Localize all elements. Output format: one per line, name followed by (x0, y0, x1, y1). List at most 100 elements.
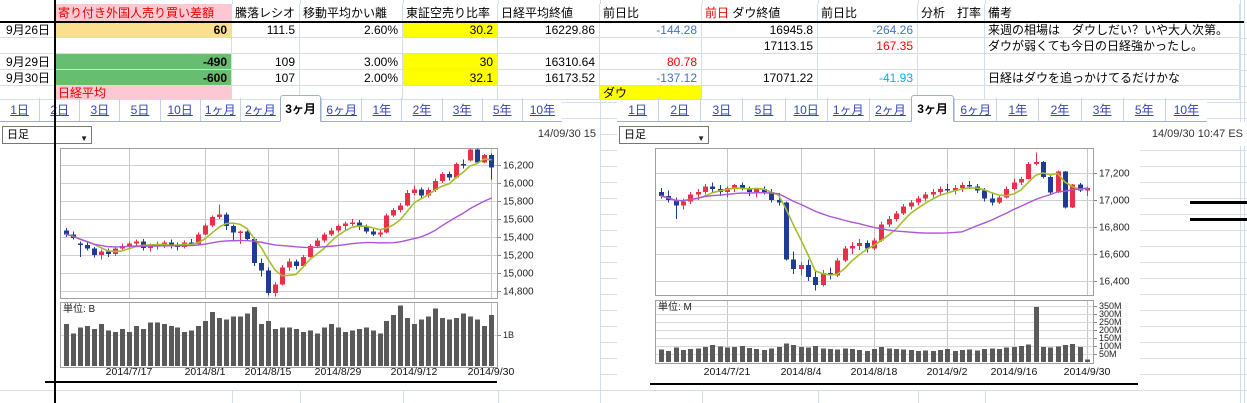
cell-note-r2[interactable] (985, 54, 1240, 70)
cell-date-r1[interactable] (0, 38, 55, 54)
tab-10日[interactable]: 10日 (785, 98, 827, 121)
tab-1年[interactable]: 1年 (996, 98, 1038, 121)
nikkei-chart[interactable]: 2014/7/172014/8/12014/8/152014/8/292014/… (0, 146, 600, 390)
cell-dow_chg-r0[interactable]: -264.26 (818, 22, 918, 38)
tab-5日[interactable]: 5日 (119, 98, 159, 121)
tab-10年[interactable]: 10年 (1165, 98, 1207, 121)
header-analysis[interactable]: 分析 打率 (918, 4, 985, 22)
cell-analysis-r1[interactable] (918, 38, 985, 54)
chartR-canvas: 2014/7/212014/8/42014/8/182014/9/22014/9… (617, 146, 1140, 390)
cell-nikkei_chg-r3[interactable]: -137.12 (600, 70, 702, 86)
svg-text:2014/9/30: 2014/9/30 (1064, 366, 1111, 378)
dow-interval-select[interactable]: 日足 ▼ (619, 126, 709, 144)
header-ratio[interactable]: 騰落レシオ (232, 4, 300, 22)
dow-chart-toolbar: 日足 ▼ 14/09/30 10:47 ES (617, 122, 1247, 146)
cell-ma_dev-r3[interactable]: 2.00% (300, 70, 403, 86)
tab-10年[interactable]: 10年 (522, 98, 562, 121)
cell-date-r0[interactable]: 9月26日 (0, 22, 55, 38)
svg-text:14,800: 14,800 (503, 287, 534, 298)
tab-3日[interactable]: 3日 (79, 98, 119, 121)
cell-dow_close-r0[interactable]: 16945.8 (702, 22, 818, 38)
chevron-down-icon: ▼ (697, 131, 705, 147)
nikkei-interval-select[interactable]: 日足 ▼ (2, 126, 92, 144)
header-short_ratio[interactable]: 東証空売り比率 (403, 4, 498, 22)
header-nikkei_chg[interactable]: 前日比 (600, 4, 702, 22)
tab-2年[interactable]: 2年 (401, 98, 441, 121)
cell-note-r3[interactable]: 日経はダウを追っかけてるだけかな (985, 70, 1240, 86)
tab-1年[interactable]: 1年 (361, 98, 401, 121)
dow-chart[interactable]: 2014/7/212014/8/42014/8/182014/9/22014/9… (617, 146, 1140, 390)
cell-short_ratio-r1[interactable] (403, 38, 498, 54)
header-dow_chg[interactable]: 前日比 (818, 4, 918, 22)
cell-ma_dev-r0[interactable]: 2.60% (300, 22, 403, 38)
cell-foreign-r1[interactable] (55, 38, 232, 54)
tab-5年[interactable]: 5年 (482, 98, 522, 121)
cell-dow_close-r3[interactable]: 17071.22 (702, 70, 818, 86)
cell-analysis-r0[interactable] (918, 22, 985, 38)
cell-nikkei_chg-r0[interactable]: -144.28 (600, 22, 702, 38)
svg-text:16,000: 16,000 (503, 179, 534, 190)
tab-1日[interactable]: 1日 (0, 98, 39, 121)
tab-6ヶ月[interactable]: 6ヶ月 (321, 98, 361, 121)
cell-date-r2[interactable]: 9月29日 (0, 54, 55, 70)
tab-2年[interactable]: 2年 (1038, 98, 1080, 121)
cell-foreign-r0[interactable]: 60 (55, 22, 232, 38)
cell-ma_dev-r2[interactable]: 3.00% (300, 54, 403, 70)
tab-6ヶ月[interactable]: 6ヶ月 (954, 98, 996, 121)
tab-5日[interactable]: 5日 (742, 98, 784, 121)
header-part: ダウ終値 (729, 6, 780, 20)
cell-ratio-r2[interactable]: 109 (232, 54, 300, 70)
tab-2ヶ月[interactable]: 2ヶ月 (869, 98, 911, 121)
header-dow_close[interactable]: 前日 ダウ終値 (702, 4, 818, 22)
cell-dow_chg-r1[interactable]: 167.35 (818, 38, 918, 54)
tab-2日[interactable]: 2日 (39, 98, 79, 121)
cell-dow_close-r1[interactable]: 17113.15 (702, 38, 818, 54)
tab-3ヶ月[interactable]: 3ヶ月 (911, 95, 954, 122)
cell-date-r3[interactable]: 9月30日 (0, 70, 55, 86)
tab-2日[interactable]: 2日 (658, 98, 700, 121)
header-ma_dev[interactable]: 移動平均かい離 (300, 4, 403, 22)
cell-analysis-r3[interactable] (918, 70, 985, 86)
tab-1ヶ月[interactable]: 1ヶ月 (827, 98, 869, 121)
cell-foreign-r2[interactable]: -490 (55, 54, 232, 70)
cell-ma_dev-r1[interactable] (300, 38, 403, 54)
cell-dow_chg-r3[interactable]: -41.93 (818, 70, 918, 86)
cell-short_ratio-r3[interactable]: 32.1 (403, 70, 498, 86)
header-note[interactable]: 備考 (985, 4, 1240, 22)
cell-short_ratio-r2[interactable]: 30 (403, 54, 498, 70)
cell-ratio-r3[interactable]: 107 (232, 70, 300, 86)
tab-3年[interactable]: 3年 (442, 98, 482, 121)
tab-3日[interactable]: 3日 (700, 98, 742, 121)
cell-nikkei_close-r2[interactable]: 16310.64 (498, 54, 600, 70)
tab-10日[interactable]: 10日 (160, 98, 200, 121)
cell-dow_close-r2[interactable] (702, 54, 818, 70)
tab-2ヶ月[interactable]: 2ヶ月 (240, 98, 280, 121)
thick-border-line (1190, 201, 1247, 204)
header-date[interactable] (0, 4, 55, 22)
tab-3ヶ月[interactable]: 3ヶ月 (280, 95, 321, 122)
header-nikkei_close[interactable]: 日経平均終値 (498, 4, 600, 22)
cell-nikkei_chg-r2[interactable]: 80.78 (600, 54, 702, 70)
cell-nikkei_close-r0[interactable]: 16229.86 (498, 22, 600, 38)
cell-dow_chg-r2[interactable] (818, 54, 918, 70)
cell-note-r1[interactable]: ダウが弱くても今日の日経強かったし。 (985, 38, 1240, 54)
nikkei-timestamp: 14/09/30 15 (538, 128, 596, 140)
cell-nikkei_close-r3[interactable]: 16173.52 (498, 70, 600, 86)
nikkei-chart-toolbar: 日足 ▼ 14/09/30 15 (0, 122, 600, 146)
svg-text:2014/8/4: 2014/8/4 (781, 366, 822, 378)
header-foreign[interactable]: 寄り付き外国人売り買い差額 (55, 4, 232, 22)
cell-ratio-r1[interactable] (232, 38, 300, 54)
cell-ratio-r0[interactable]: 111.5 (232, 22, 300, 38)
tab-1ヶ月[interactable]: 1ヶ月 (200, 98, 240, 121)
cell-note-r0[interactable]: 来週の相場は ダウしだい？いや大人次第。 (985, 22, 1240, 38)
tab-5年[interactable]: 5年 (1123, 98, 1165, 121)
cell-foreign-r3[interactable]: -600 (55, 70, 232, 86)
cell-analysis-r2[interactable] (918, 54, 985, 70)
cell-nikkei_close-r1[interactable] (498, 38, 600, 54)
svg-text:2014/9/12: 2014/9/12 (391, 366, 438, 378)
tab-1日[interactable]: 1日 (617, 98, 658, 121)
column-a-thick-border (54, 0, 56, 403)
tab-3年[interactable]: 3年 (1081, 98, 1123, 121)
cell-short_ratio-r0[interactable]: 30.2 (403, 22, 498, 38)
cell-nikkei_chg-r1[interactable] (600, 38, 702, 54)
